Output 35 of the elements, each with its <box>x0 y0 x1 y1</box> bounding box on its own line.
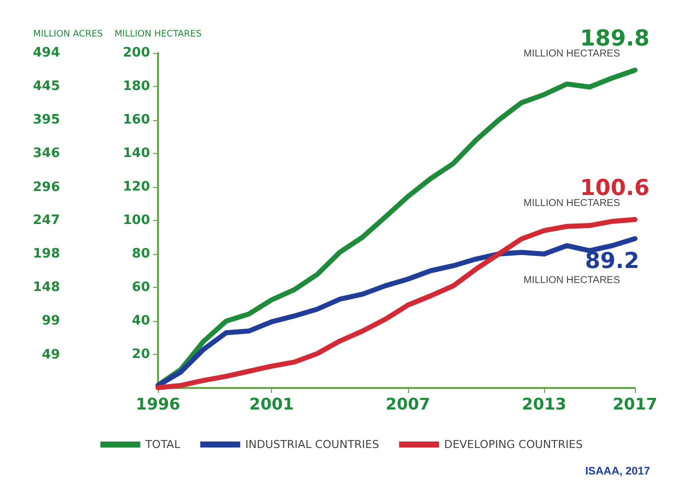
y2-tick-label: 494 <box>32 46 60 61</box>
text: ISAAA, 2017 <box>585 466 650 478</box>
y2-tick-label: 148 <box>32 280 60 296</box>
x-tick-label: 2017 <box>612 394 658 414</box>
x-tick-label: 2007 <box>386 394 430 414</box>
y2-tick-label: 296 <box>32 180 60 195</box>
y-tick-label: 200 <box>122 46 150 60</box>
legend-label: INDUSTRIAL COUNTRIES <box>245 438 380 451</box>
y-tick-label: 120 <box>122 180 150 194</box>
annotation: MILLION HECTARES <box>524 198 620 209</box>
y2-tick-label: 99 <box>42 313 60 328</box>
y2-tick-label: 49 <box>42 347 60 362</box>
y-tick-label: 100 <box>122 213 150 228</box>
y2-tick-label: 395 <box>32 112 60 128</box>
y-tick-label: 180 <box>122 79 150 94</box>
x-tick-label: 2013 <box>522 394 566 414</box>
y-tick-label: 160 <box>122 112 150 128</box>
y2-tick-label: 346 <box>32 146 60 161</box>
y-tick-label: 140 <box>122 146 150 161</box>
legend-label: DEVELOPING COUNTRIES <box>444 438 583 451</box>
y-axis-title: MILLION HECTARES <box>114 30 202 40</box>
y2-tick-label: 198 <box>32 246 60 262</box>
y2-tick-label: 445 <box>32 78 60 94</box>
y-tick-label: 40 <box>132 314 150 328</box>
y2-tick-label: 247 <box>32 213 60 228</box>
x-tick-label: 1996 <box>136 394 180 414</box>
x-tick-label: 2001 <box>249 394 294 414</box>
y-tick-label: 80 <box>132 246 150 262</box>
y-tick-label: 20 <box>132 347 150 362</box>
legend-label: TOTAL <box>144 438 182 451</box>
y-tick-label: 60 <box>132 280 150 295</box>
annotation: MILLION HECTARES <box>524 48 620 60</box>
data-label: 89.2 <box>585 249 640 274</box>
y2-axis-title: MILLION ACRES <box>33 30 104 40</box>
annotation: MILLION HECTARES <box>524 275 620 286</box>
